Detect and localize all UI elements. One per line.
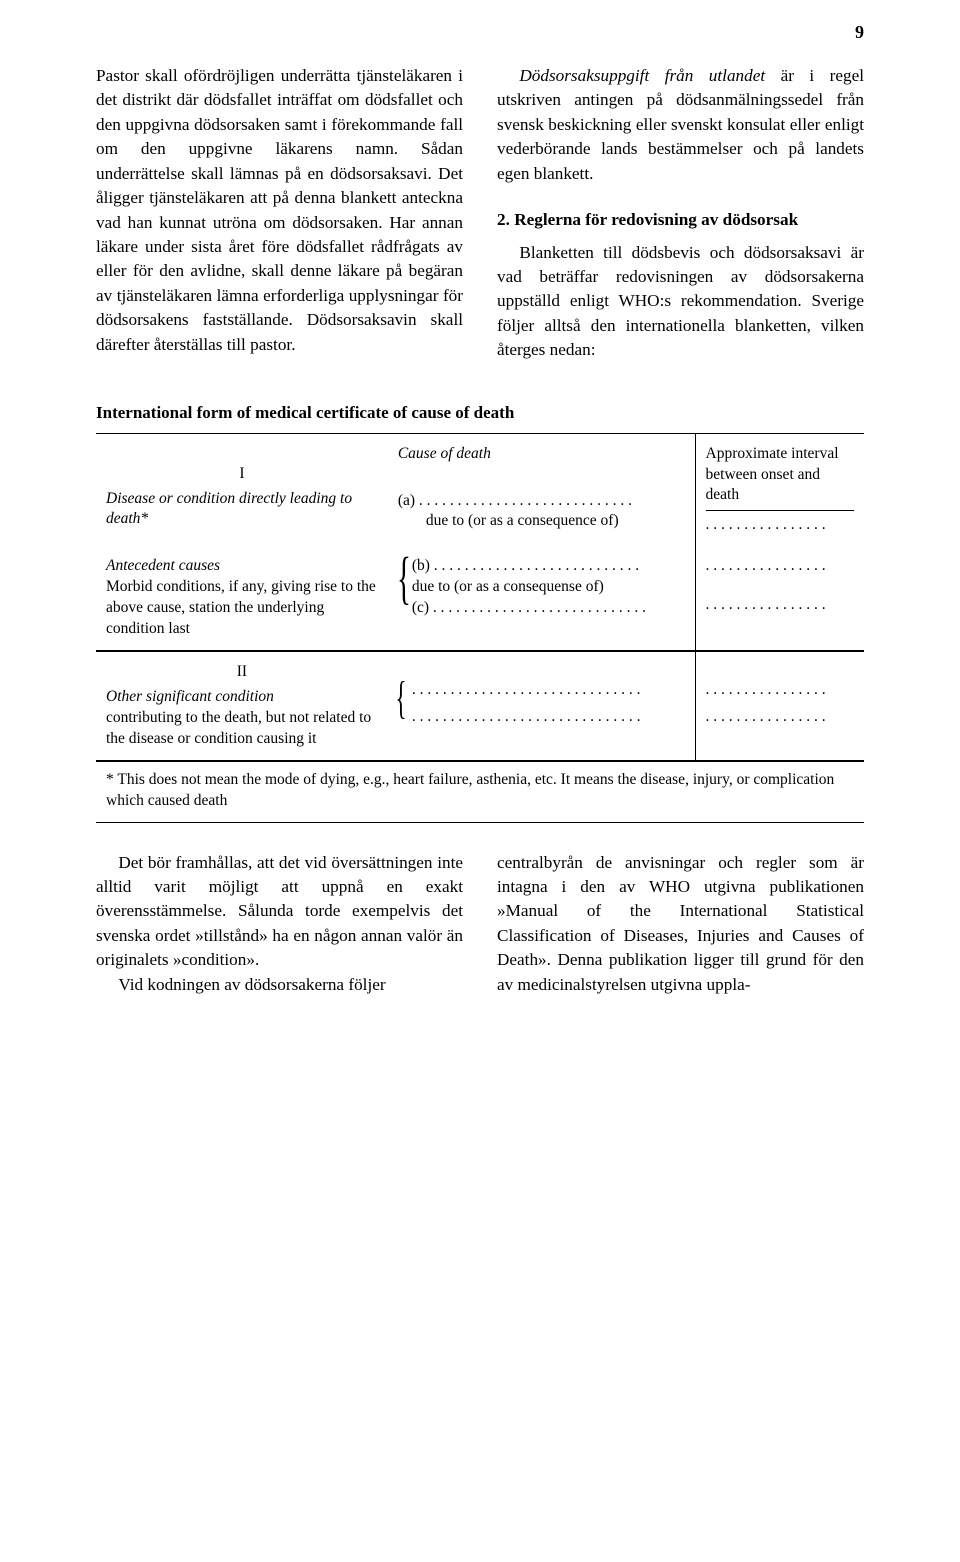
- brace-icon-2: {: [395, 680, 406, 716]
- line-a: (a) . . . . . . . . . . . . . . . . . . …: [398, 491, 685, 512]
- roman-I: I: [106, 464, 378, 485]
- top-right-column: Dödsorsaksuppgift från utlandet är i reg…: [497, 64, 864, 363]
- section-II-label: Other significant condition: [106, 687, 378, 708]
- top-left-column: Pastor skall ofördröjligen underrätta tj…: [96, 64, 463, 363]
- page: 9 Pastor skall ofördröjligen underrätta …: [0, 0, 960, 1562]
- form-row-header: I Disease or condition directly leading …: [96, 433, 864, 546]
- brace-dots-1: . . . . . . . . . . . . . . . . . . . . …: [412, 680, 685, 701]
- page-number: 9: [855, 22, 864, 43]
- form-row-antecedent: Antecedent causes Morbid conditions, if …: [96, 546, 864, 651]
- section-II-mid: { . . . . . . . . . . . . . . . . . . . …: [388, 651, 695, 761]
- top-right-para2: Blanketten till dödsbevis och dödsorsaks…: [497, 241, 864, 363]
- top-right-para1: Dödsorsaksuppgift från utlandet är i reg…: [497, 64, 864, 186]
- dots-right-c: . . . . . . . . . . . . . . . .: [706, 595, 854, 616]
- form-right-header: Approximate interval between onset and d…: [695, 433, 864, 546]
- line-b: (b) . . . . . . . . . . . . . . . . . . …: [412, 556, 685, 577]
- dots-right-II-2: . . . . . . . . . . . . . . . .: [706, 707, 854, 728]
- certificate-form: I Disease or condition directly leading …: [96, 433, 864, 823]
- top-right-para1-italic: Dödsorsaksuppgift från utlandet: [519, 66, 765, 85]
- brace-dots-2: . . . . . . . . . . . . . . . . . . . . …: [412, 707, 685, 728]
- bottom-left-column: Det bör framhållas, att det vid översätt…: [96, 851, 463, 998]
- form-title: International form of medical certificat…: [96, 403, 864, 423]
- roman-II: II: [106, 662, 378, 683]
- section-II-right: . . . . . . . . . . . . . . . . . . . . …: [695, 651, 864, 761]
- section-I-label: Disease or condition directly leading to…: [106, 489, 378, 531]
- antecedent-text: Morbid conditions, if any, giving rise t…: [106, 577, 378, 640]
- due-to-a: due to (or as a consequence of): [398, 511, 685, 532]
- brace-icon: {: [397, 556, 411, 600]
- approximate-interval: Approximate interval between onset and d…: [706, 444, 854, 507]
- line-c: (c) . . . . . . . . . . . . . . . . . . …: [412, 598, 685, 619]
- form-row-II: II Other significant condition contribut…: [96, 651, 864, 761]
- bottom-columns: Det bör framhållas, att det vid översätt…: [96, 851, 864, 998]
- form-left-I: I Disease or condition directly leading …: [96, 433, 388, 546]
- due-to-b: due to (or as a consequense of): [412, 577, 685, 598]
- dots-right-b: . . . . . . . . . . . . . . . .: [706, 556, 854, 577]
- bottom-left-p2: Vid kodningen av dödsorsakerna följer: [96, 973, 463, 997]
- section-II-left: II Other significant condition contribut…: [96, 651, 388, 761]
- antecedent-left: Antecedent causes Morbid conditions, if …: [96, 546, 388, 651]
- form-footnote: * This does not mean the mode of dying, …: [96, 761, 864, 822]
- top-left-para1: Pastor skall ofördröjligen underrätta tj…: [96, 64, 463, 357]
- cause-of-death-header: Cause of death: [398, 444, 685, 465]
- form-footnote-row: * This does not mean the mode of dying, …: [96, 761, 864, 822]
- antecedent-heading: Antecedent causes: [106, 556, 378, 577]
- section-II-text: contributing to the death, but not relat…: [106, 708, 378, 750]
- top-columns: Pastor skall ofördröjligen underrätta tj…: [96, 64, 864, 363]
- form-mid-header: Cause of death (a) . . . . . . . . . . .…: [388, 433, 695, 546]
- bottom-right-p1: centralbyrån de anvisningar och regler s…: [497, 851, 864, 998]
- section2-heading: 2. Reglerna för redovisning av dödsorsak: [497, 208, 864, 232]
- dots-right-a: . . . . . . . . . . . . . . . .: [706, 515, 854, 536]
- antecedent-mid: { (b) . . . . . . . . . . . . . . . . . …: [388, 546, 695, 651]
- bottom-left-p1: Det bör framhållas, att det vid översätt…: [96, 851, 463, 973]
- dots-right-II-1: . . . . . . . . . . . . . . . .: [706, 680, 854, 701]
- antecedent-right: . . . . . . . . . . . . . . . . . . . . …: [695, 546, 864, 651]
- bottom-right-column: centralbyrån de anvisningar och regler s…: [497, 851, 864, 998]
